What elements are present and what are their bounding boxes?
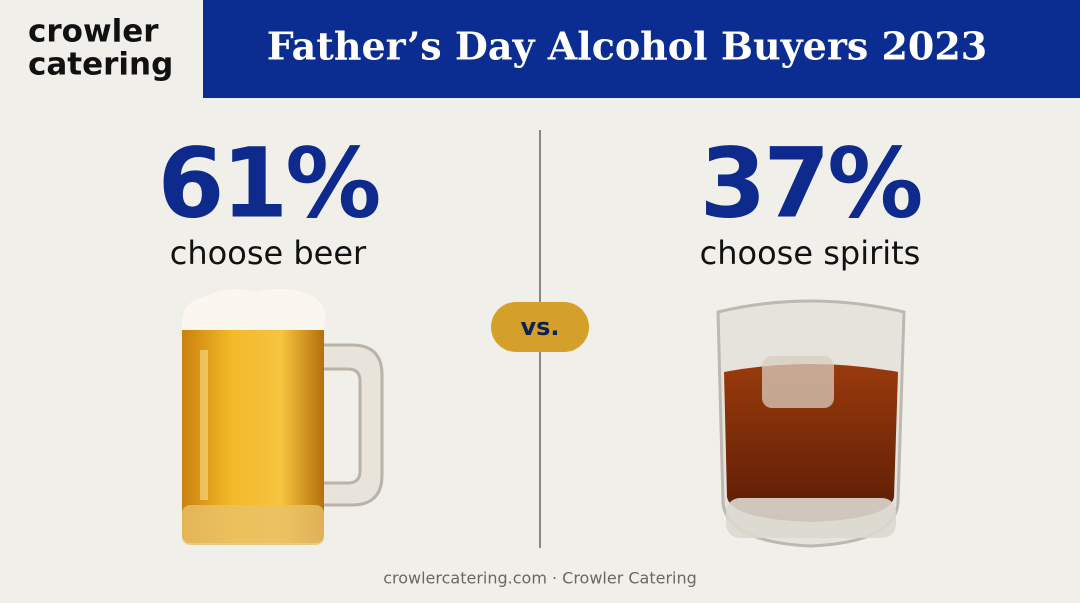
logo-line: catering (28, 47, 173, 83)
vs-badge (491, 302, 589, 352)
vs-text: vs. (520, 313, 559, 341)
logo-line: crowler (28, 14, 159, 50)
stat: 61% (158, 127, 380, 239)
stat: 37% (700, 127, 922, 239)
logo: crowler catering (28, 14, 173, 83)
beer-mug-illustration (181, 288, 384, 545)
stat-label: choose beer (170, 234, 367, 272)
title-banner (203, 0, 1080, 98)
footer: crowlercatering.com · Crowler Catering (383, 569, 697, 588)
title: Father’s Day Alcohol Buyers 2023 (267, 24, 987, 69)
stat-label: choose spirits (700, 234, 921, 272)
whisky-glass-illustration (716, 299, 906, 548)
